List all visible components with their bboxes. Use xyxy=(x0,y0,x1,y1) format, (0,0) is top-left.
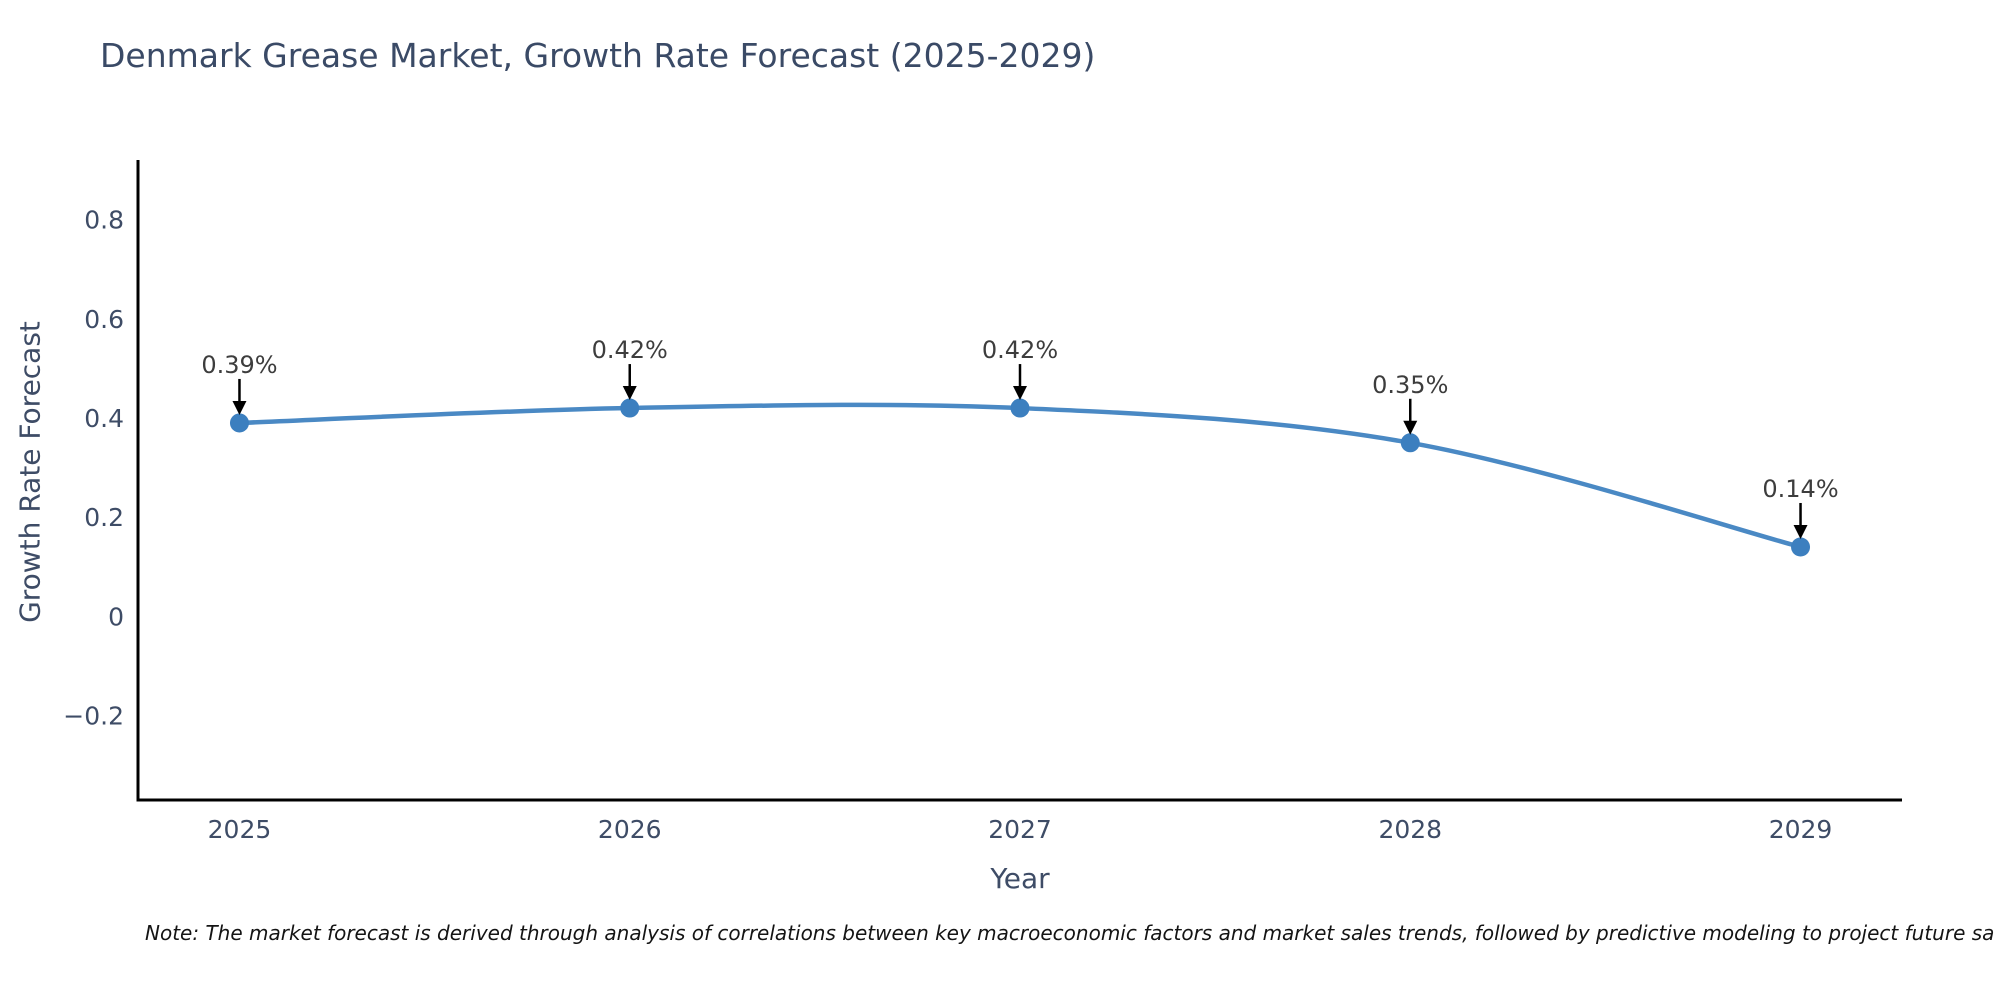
data-point-2026 xyxy=(620,398,640,418)
x-tick-label: 2028 xyxy=(1378,815,1442,844)
x-tick-label: 2029 xyxy=(1769,815,1833,844)
y-tick-label: 0.4 xyxy=(84,404,124,433)
chart-title: Denmark Grease Market, Growth Rate Forec… xyxy=(100,36,1096,75)
annotation-arrow-head xyxy=(622,386,637,401)
x-axis-title: Year xyxy=(990,862,1050,895)
annotation-arrow-head xyxy=(1793,524,1808,539)
y-tick-label: 0.2 xyxy=(84,503,124,532)
x-tick-label: 2025 xyxy=(208,815,272,844)
annotation-arrow-head xyxy=(1403,420,1418,435)
data-point-2029 xyxy=(1791,537,1811,557)
y-tick-label: 0 xyxy=(108,602,124,631)
forecast-line xyxy=(237,402,1803,550)
y-tick-label: 0.6 xyxy=(84,305,124,334)
point-value-label: 0.14% xyxy=(1762,475,1838,503)
annotation-arrow-head xyxy=(1013,386,1027,401)
point-value-label: 0.42% xyxy=(592,336,668,364)
data-point-2025 xyxy=(229,413,249,433)
x-tick-label: 2027 xyxy=(988,815,1052,844)
data-point-2027 xyxy=(1010,398,1030,418)
point-value-label: 0.39% xyxy=(201,351,277,379)
point-value-label: 0.42% xyxy=(982,336,1058,364)
data-point-2028 xyxy=(1400,433,1420,453)
y-tick-label: −0.2 xyxy=(63,702,124,731)
annotation-arrow-head xyxy=(232,400,247,415)
x-tick-label: 2026 xyxy=(598,815,662,844)
y-tick-label: 0.8 xyxy=(84,206,124,235)
point-value-label: 0.35% xyxy=(1372,371,1448,399)
footnote: Note: The market forecast is derived thr… xyxy=(145,921,1995,945)
